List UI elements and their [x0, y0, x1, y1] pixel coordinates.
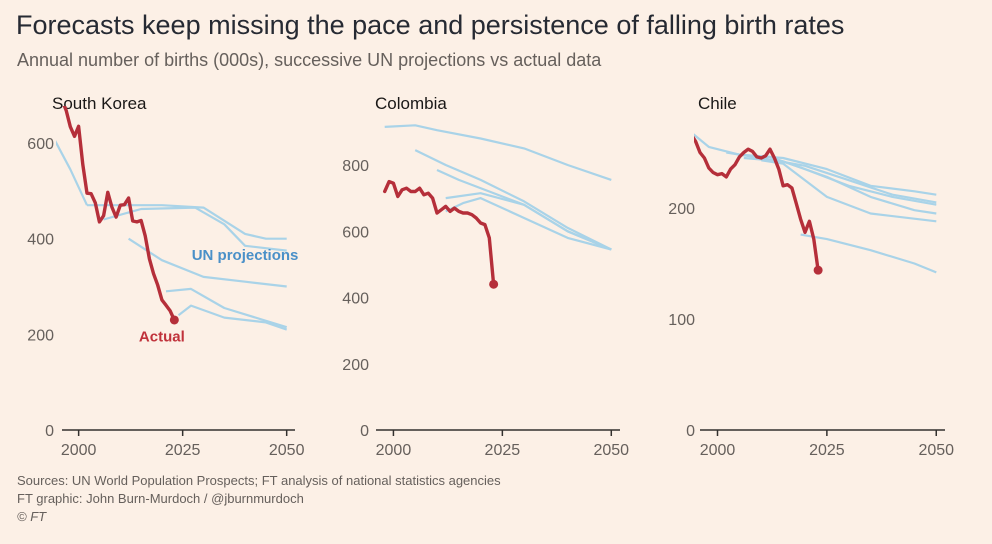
actual-births-line [694, 135, 820, 272]
un-projection-line [103, 206, 287, 252]
un-projection-line [694, 133, 937, 196]
x-tick-label: 2000 [700, 442, 736, 459]
x-tick-label: 2050 [593, 442, 629, 459]
projections-annotation: UN projections [192, 247, 299, 264]
un-projection-line [177, 304, 288, 331]
panel-title: Chile [698, 94, 737, 113]
un-projection-line [165, 287, 288, 329]
y-tick-label: 600 [27, 136, 54, 153]
chart-title: Forecasts keep missing the pace and pers… [16, 10, 845, 40]
footer-sources: Sources: UN World Population Prospects; … [17, 473, 501, 488]
panel-title: South Korea [52, 94, 147, 113]
y-tick-label: 400 [342, 291, 369, 308]
un-projection-line [743, 156, 937, 215]
actual-births-line [383, 179, 496, 286]
actual-endpoint-dot [169, 315, 179, 325]
footer: Sources: UN World Population Prospects; … [17, 472, 501, 526]
actual-annotation: Actual [139, 329, 185, 346]
un-projection-line [384, 124, 612, 181]
un-projection-line [414, 149, 612, 251]
y-tick-label: 600 [342, 224, 369, 241]
x-tick-label: 2025 [165, 442, 201, 459]
x-tick-label: 2025 [809, 442, 845, 459]
y-tick-label: 0 [45, 423, 54, 440]
footer-credit: FT graphic: John Burn-Murdoch / @jburnmu… [17, 491, 304, 506]
un-projection-line [128, 237, 287, 288]
actual-births-line [62, 106, 177, 322]
x-tick-label: 2050 [918, 442, 954, 459]
panel-title: Colombia [375, 94, 447, 113]
y-tick-label: 0 [686, 423, 695, 440]
un-projection-line [800, 233, 937, 274]
y-tick-label: 0 [360, 423, 369, 440]
x-tick-label: 2025 [485, 442, 521, 459]
x-tick-label: 2000 [61, 442, 97, 459]
y-tick-label: 200 [342, 357, 369, 374]
chart-subtitle: Annual number of births (000s), successi… [17, 50, 602, 70]
un-projection-line [56, 140, 88, 206]
y-tick-label: 200 [27, 327, 54, 344]
y-tick-label: 200 [668, 201, 695, 218]
y-tick-label: 400 [27, 232, 54, 249]
actual-endpoint-dot [489, 279, 499, 289]
y-tick-label: 100 [668, 312, 695, 329]
un-projection-line [445, 197, 612, 251]
y-tick-label: 800 [342, 158, 369, 175]
footer-copyright: © FT [17, 509, 47, 524]
un-projection-line [445, 192, 612, 251]
x-tick-label: 2000 [376, 442, 412, 459]
actual-endpoint-dot [813, 265, 823, 275]
x-tick-label: 2050 [269, 442, 305, 459]
